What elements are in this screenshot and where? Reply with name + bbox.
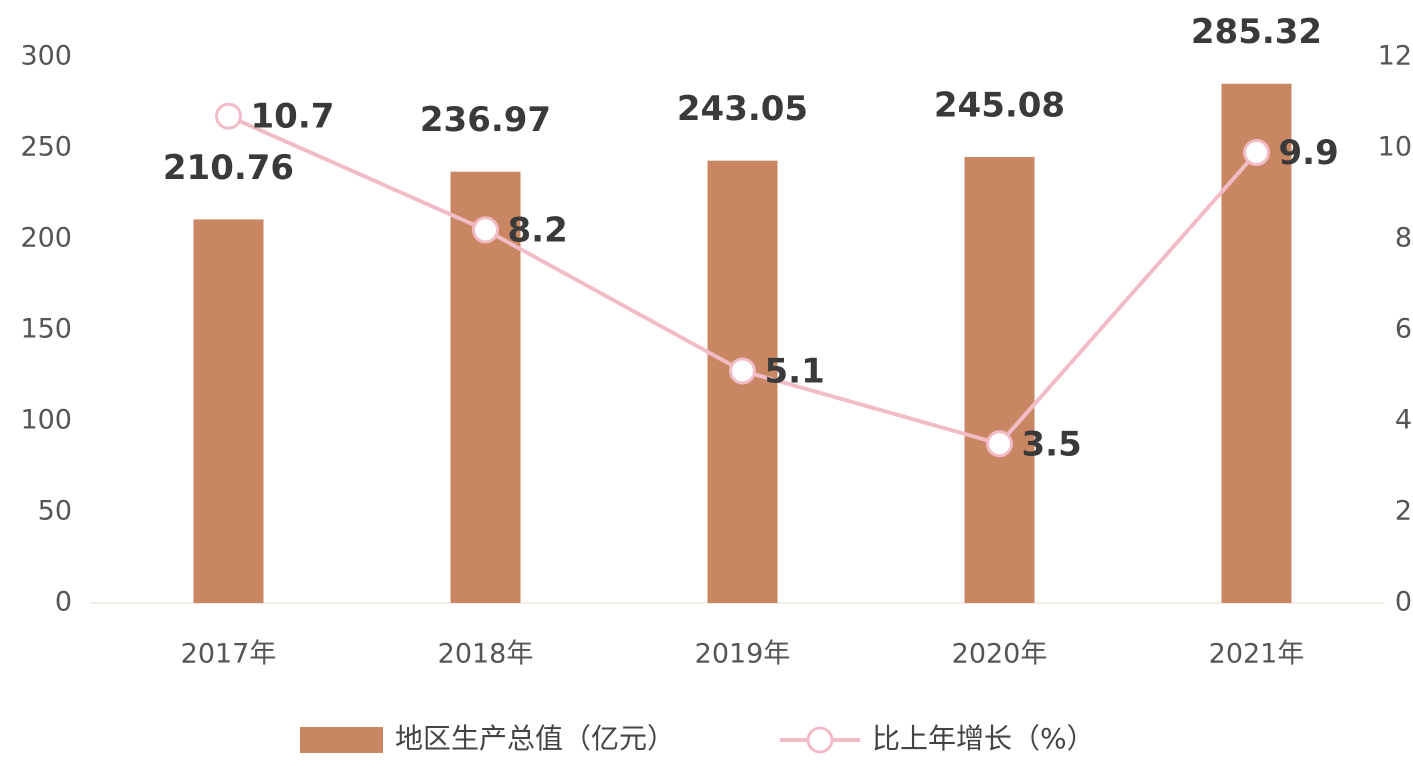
- legend-swatch: [300, 727, 383, 753]
- legend-label: 比上年增长（%）: [872, 722, 1095, 755]
- y-tick-label: 100: [20, 405, 72, 436]
- x-tick-label: 2019年: [695, 639, 791, 670]
- line-marker: [215, 102, 242, 130]
- y2-tick-label: 4: [1395, 405, 1412, 436]
- y2-tick-label: 12: [1378, 41, 1412, 72]
- bar: [964, 156, 1035, 603]
- line-marker: [986, 430, 1013, 458]
- bar-value-label: 243.05: [677, 89, 808, 129]
- line-value-label: 8.2: [508, 210, 568, 250]
- x-tick-label: 2017年: [181, 639, 277, 670]
- bar-value-label: 210.76: [163, 148, 294, 188]
- line-value-label: 10.7: [251, 97, 335, 137]
- y-tick-label: 150: [20, 314, 72, 345]
- bar-value-label: 245.08: [934, 85, 1065, 125]
- y-tick-label: 300: [20, 41, 72, 72]
- line-marker: [472, 216, 499, 244]
- y2-tick-label: 0: [1395, 587, 1412, 618]
- bar: [1221, 83, 1292, 604]
- bar-value-label: 236.97: [420, 100, 551, 140]
- y-tick-label: 200: [20, 223, 72, 254]
- y2-tick-label: 6: [1395, 314, 1412, 345]
- line-value-label: 3.5: [1022, 424, 1082, 464]
- line-marker: [729, 357, 756, 385]
- line-value-label: 9.9: [1279, 133, 1339, 173]
- legend-swatch: [806, 726, 834, 754]
- line-value-label: 5.1: [765, 351, 825, 391]
- bar: [193, 219, 264, 603]
- x-tick-label: 2021年: [1209, 639, 1305, 670]
- y2-tick-label: 8: [1395, 223, 1412, 254]
- y-tick-label: 250: [20, 132, 72, 163]
- bar-value-label: 285.32: [1191, 12, 1322, 52]
- y2-tick-label: 2: [1395, 496, 1412, 527]
- x-tick-label: 2018年: [438, 639, 534, 670]
- line-marker: [1243, 139, 1270, 167]
- legend-label: 地区生产总值（亿元）: [395, 722, 675, 755]
- y-tick-label: 50: [38, 496, 72, 527]
- y2-tick-label: 10: [1378, 132, 1412, 163]
- x-tick-label: 2020年: [952, 639, 1048, 670]
- y-tick-label: 0: [55, 587, 72, 618]
